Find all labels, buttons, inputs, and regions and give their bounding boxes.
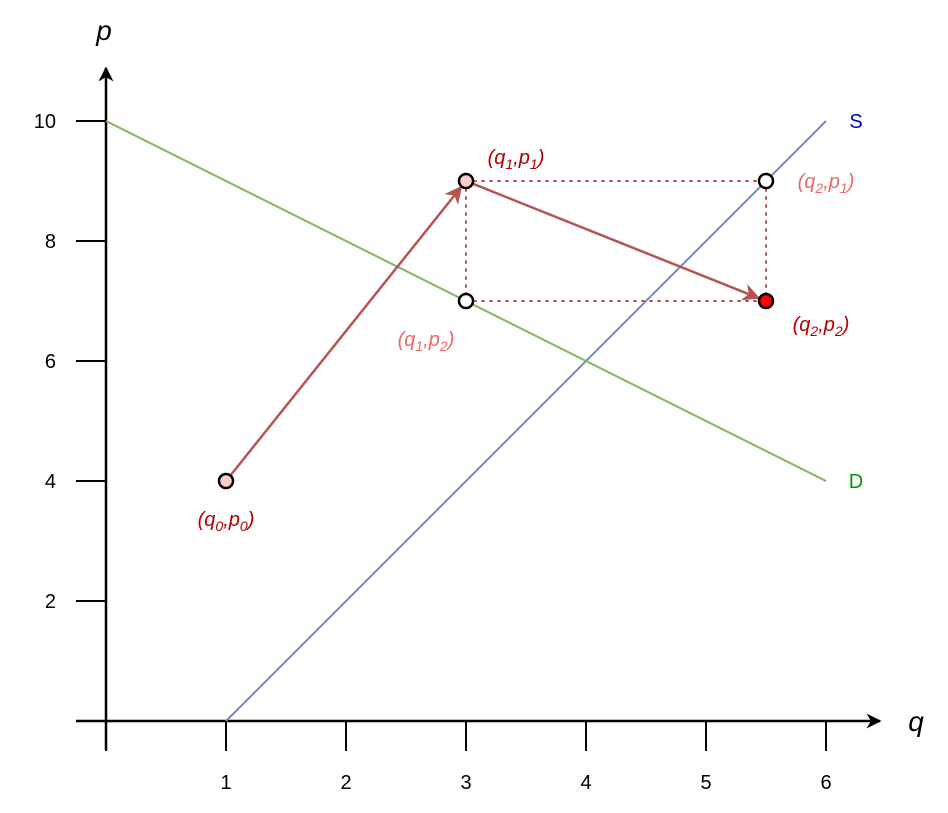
x-tick-label: 2 xyxy=(340,772,351,794)
y-tick-label: 2 xyxy=(45,591,56,613)
y-tick-label: 10 xyxy=(34,111,56,133)
y-axis-title: p xyxy=(95,15,112,46)
x-tick-label: 6 xyxy=(820,772,831,794)
point-label-q1p1: (q1,p1) xyxy=(488,147,545,172)
adjustment-arrow xyxy=(472,182,761,301)
point-q2p2 xyxy=(757,292,775,310)
x-tick-label: 5 xyxy=(700,772,711,794)
point-label-q2p1: (q2,p1) xyxy=(798,171,855,196)
x-tick-label: 1 xyxy=(220,772,231,794)
x-axis-title: q xyxy=(908,706,924,737)
curve-label-d: D xyxy=(849,471,863,493)
x-tick-label: 4 xyxy=(580,772,591,794)
point-label-q2p2: (q2,p2) xyxy=(793,314,850,339)
point-q1p2 xyxy=(457,292,475,310)
y-tick-label: 8 xyxy=(45,231,56,253)
point-label-q0p0: (q0,p0) xyxy=(198,509,255,534)
y-tick-label: 6 xyxy=(45,351,56,373)
point-q0p0 xyxy=(217,472,235,490)
curve-s xyxy=(225,120,827,722)
adjustment-arrow xyxy=(230,185,463,476)
point-label-q1p2: (q1,p2) xyxy=(398,329,455,354)
point-q1p1 xyxy=(457,172,475,190)
point-q2p1 xyxy=(757,172,775,190)
x-tick-label: 3 xyxy=(460,772,471,794)
curve-label-s: S xyxy=(849,111,862,133)
y-tick-label: 4 xyxy=(45,471,56,493)
